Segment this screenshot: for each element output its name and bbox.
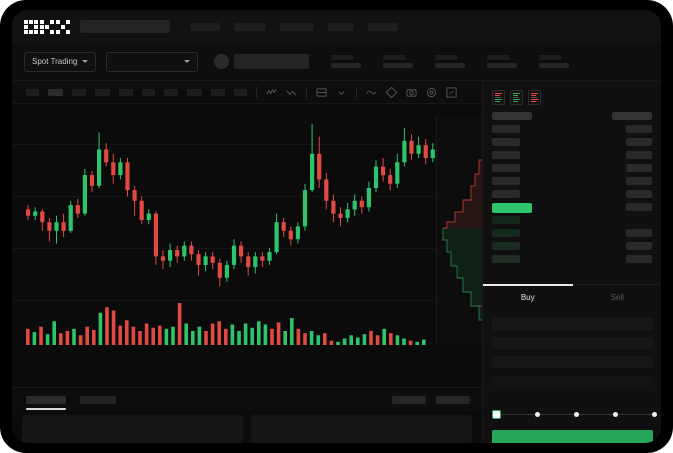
volume-series bbox=[26, 303, 426, 345]
tab-sell[interactable]: Sell bbox=[610, 293, 624, 302]
amount-percent-stepper[interactable] bbox=[492, 408, 657, 420]
order-book-ask-row[interactable] bbox=[492, 190, 652, 198]
compare-icon[interactable] bbox=[286, 87, 297, 98]
timeframe-8[interactable] bbox=[187, 88, 202, 96]
nav-item-2[interactable] bbox=[234, 22, 266, 31]
ob-mode-bids-icon[interactable] bbox=[510, 90, 523, 105]
order-entry-form bbox=[483, 310, 661, 402]
bottom-panel-left[interactable] bbox=[22, 415, 243, 443]
nav-item-3[interactable] bbox=[280, 22, 314, 31]
market-type-label: Spot Trading bbox=[32, 57, 78, 66]
step-3[interactable] bbox=[574, 411, 579, 417]
stat-high bbox=[435, 55, 466, 68]
coin-avatar bbox=[214, 54, 230, 69]
ob-mode-both-icon[interactable] bbox=[492, 90, 505, 105]
top-navigation-bar bbox=[12, 10, 661, 43]
okx-logo-icon[interactable] bbox=[24, 19, 70, 34]
timeframe-6[interactable] bbox=[142, 88, 155, 96]
pair-name-label bbox=[234, 54, 310, 69]
wave-icon[interactable] bbox=[366, 87, 377, 98]
place-order-button[interactable] bbox=[492, 430, 653, 443]
app-screen: Spot Trading bbox=[12, 10, 661, 443]
toolbar-divider bbox=[356, 86, 357, 98]
settings-icon[interactable] bbox=[426, 87, 437, 98]
tab-open-orders[interactable] bbox=[26, 395, 66, 410]
order-book-ask-row[interactable] bbox=[492, 177, 652, 185]
step-4[interactable] bbox=[613, 411, 618, 417]
chevron-down-icon bbox=[184, 60, 191, 63]
price-chart[interactable] bbox=[12, 104, 482, 387]
fullscreen-icon[interactable] bbox=[446, 86, 457, 98]
nav-item-5[interactable] bbox=[368, 22, 398, 31]
stat-low bbox=[487, 55, 518, 68]
timeframe-10[interactable] bbox=[234, 88, 247, 96]
step-5[interactable] bbox=[652, 411, 657, 417]
timeframe-4[interactable] bbox=[95, 88, 110, 96]
stat-price bbox=[331, 55, 362, 68]
amount-field[interactable] bbox=[492, 356, 653, 368]
market-type-dropdown[interactable]: Spot Trading bbox=[24, 51, 97, 72]
trading-pair-dropdown[interactable] bbox=[106, 51, 199, 72]
nav-item-4[interactable] bbox=[328, 22, 354, 31]
tab-export[interactable] bbox=[436, 395, 470, 404]
step-2[interactable] bbox=[535, 411, 540, 417]
timeframe-7[interactable] bbox=[164, 88, 178, 96]
stat-volume bbox=[539, 55, 570, 68]
timeframe-3[interactable] bbox=[72, 88, 86, 96]
template-icon[interactable] bbox=[316, 87, 327, 98]
order-book-ask-row[interactable] bbox=[492, 138, 652, 146]
total-field[interactable] bbox=[492, 375, 653, 387]
logo-glyph-o bbox=[24, 19, 38, 34]
bottom-panel-right[interactable] bbox=[251, 415, 472, 443]
order-book-bid-row[interactable] bbox=[492, 255, 652, 263]
search-input[interactable] bbox=[80, 20, 170, 33]
timeframe-9[interactable] bbox=[211, 88, 225, 96]
timeframe-5[interactable] bbox=[119, 88, 133, 96]
order-book-ask-row[interactable] bbox=[492, 125, 652, 133]
tab-order-history[interactable] bbox=[80, 395, 116, 404]
candlestick-series bbox=[26, 123, 435, 287]
order-book-mode-switcher bbox=[483, 81, 661, 105]
stat-change bbox=[383, 55, 414, 68]
order-book-rows[interactable] bbox=[483, 105, 661, 263]
order-book-ask-row[interactable] bbox=[492, 164, 652, 172]
order-book-panel: Buy Sell bbox=[482, 81, 661, 443]
tab-buy[interactable]: Buy bbox=[483, 284, 573, 310]
trade-side-tabs: Buy Sell bbox=[483, 284, 661, 310]
indicator-icon[interactable] bbox=[266, 87, 277, 98]
toolbar-divider bbox=[306, 86, 307, 98]
order-book-ask-row[interactable] bbox=[492, 151, 652, 159]
logo-glyph-k bbox=[40, 19, 54, 34]
market-sub-header: Spot Trading bbox=[12, 43, 661, 81]
order-book-header bbox=[492, 112, 652, 120]
order-book-spread-row[interactable] bbox=[492, 203, 652, 213]
order-type-field[interactable] bbox=[492, 318, 653, 330]
nav-item-1[interactable] bbox=[190, 22, 220, 31]
order-book-bid-row[interactable] bbox=[492, 216, 652, 224]
timeframe-1[interactable] bbox=[26, 88, 39, 96]
order-book-bid-row[interactable] bbox=[492, 229, 652, 237]
orders-tab-bar bbox=[12, 387, 482, 411]
logo-glyph-x bbox=[56, 19, 70, 34]
price-field[interactable] bbox=[492, 337, 653, 349]
timeframe-2[interactable] bbox=[48, 88, 63, 96]
chevron-down-icon[interactable] bbox=[336, 87, 347, 98]
bottom-panels bbox=[12, 411, 482, 443]
chevron-down-icon bbox=[82, 60, 89, 63]
order-book-bid-row[interactable] bbox=[492, 242, 652, 250]
ob-mode-asks-icon[interactable] bbox=[528, 90, 541, 105]
tab-filter[interactable] bbox=[392, 395, 426, 404]
step-1[interactable] bbox=[492, 409, 501, 419]
camera-icon[interactable] bbox=[406, 87, 417, 98]
toolbar-divider bbox=[256, 86, 257, 98]
measure-icon[interactable] bbox=[386, 86, 397, 98]
